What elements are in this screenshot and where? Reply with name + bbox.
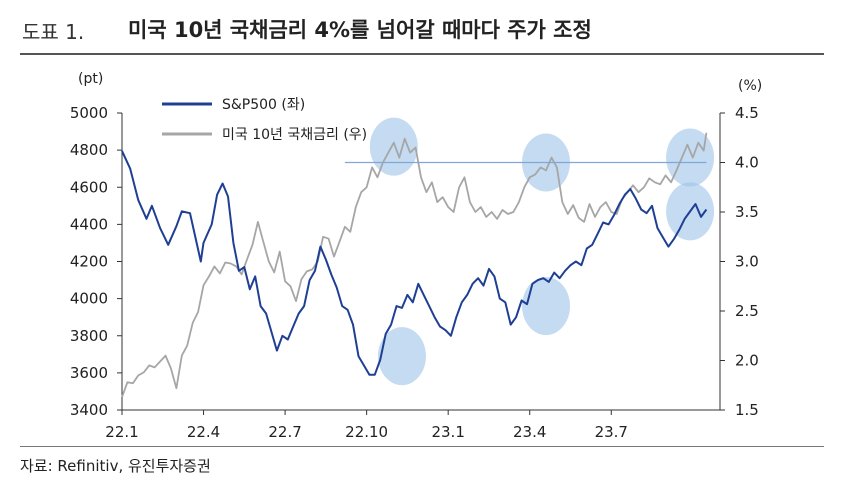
right-tick-label-1: 2.0 [735, 352, 759, 370]
x-axis-ticks: 22.1 22.4 22.7 22.10 23.1 23.4 23.7 [105, 410, 628, 441]
source-note: 자료: Refinitiv, 유진투자증권 [20, 457, 211, 475]
right-tick-label-5: 4.0 [735, 154, 759, 172]
figure-header: 도표 1. 미국 10년 국채금리 4%를 넘어갈 때마다 주가 조정 [20, 6, 824, 50]
right-axis-unit: (%) [738, 78, 762, 94]
left-tick-label-3: 4000 [70, 290, 108, 308]
x-tick-label-4: 23.1 [431, 423, 464, 441]
series-lines [121, 132, 708, 398]
x-tick-label-5: 23.4 [513, 423, 546, 441]
right-tick-label-6: 4.5 [735, 104, 759, 122]
left-tick-label-2: 3800 [70, 327, 108, 345]
legend-label-sp500: S&P500 (좌) [222, 97, 305, 113]
left-tick-label-0: 3400 [70, 401, 108, 419]
left-tick-label-1: 3600 [70, 364, 108, 382]
right-tick-label-3: 3.0 [735, 253, 759, 271]
left-tick-label-7: 4800 [70, 141, 108, 159]
right-tick-label-2: 2.5 [735, 302, 759, 320]
left-tick-label-6: 4600 [70, 178, 108, 196]
left-axis-ticks: 3400 3600 3800 4000 4200 4400 4600 4800 5000 [70, 104, 122, 419]
sp500-line [121, 150, 708, 376]
figure-label: 도표 1. [22, 20, 85, 44]
x-tick-label-2: 22.7 [268, 423, 301, 441]
x-tick-label-3: 22.10 [345, 423, 388, 441]
footer-rule [20, 446, 824, 447]
header-rule [20, 53, 824, 55]
highlight-circle-0 [369, 117, 418, 176]
highlight-circle-3 [522, 277, 571, 336]
legend: S&P500 (좌) 미국 10년 국채금리 (우) [162, 97, 367, 143]
left-tick-label-8: 5000 [70, 104, 108, 122]
chart: 3400 3600 3800 4000 4200 4400 4600 4800 5000 1.5… [70, 71, 762, 441]
x-tick-label-6: 23.7 [595, 423, 628, 441]
x-tick-label-1: 22.4 [187, 423, 220, 441]
left-tick-label-4: 4200 [70, 253, 108, 271]
x-tick-label-0: 22.1 [105, 423, 138, 441]
legend-label-treasury: 미국 10년 국채금리 (우) [222, 127, 367, 143]
highlight-circle-1 [377, 327, 426, 386]
highlight-circles [369, 117, 715, 386]
left-axis-unit: (pt) [78, 71, 103, 87]
right-axis-ticks: 1.5 2.0 2.5 3.0 3.5 4.0 4.5 [720, 104, 759, 419]
left-tick-label-5: 4400 [70, 215, 108, 233]
highlight-circle-4 [666, 128, 715, 187]
right-tick-label-4: 3.5 [735, 203, 759, 221]
right-tick-label-0: 1.5 [735, 401, 759, 419]
figure-title: 미국 10년 국채금리 4%를 넘어갈 때마다 주가 조정 [128, 18, 592, 42]
treasury-line [121, 132, 708, 398]
